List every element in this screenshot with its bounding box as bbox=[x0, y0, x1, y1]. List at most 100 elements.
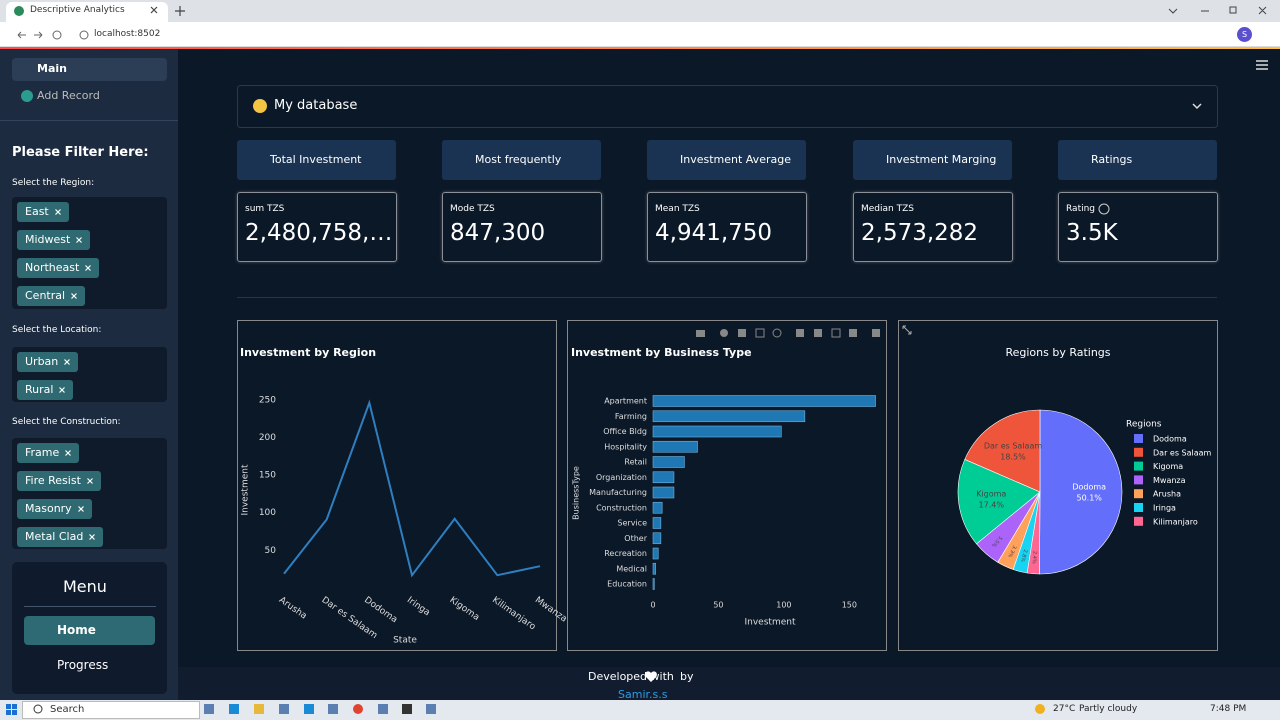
pie-slice bbox=[997, 491, 1041, 570]
legend-swatch bbox=[1134, 447, 1143, 457]
card-header-text: Ratings bbox=[1091, 153, 1133, 166]
modebar bbox=[696, 328, 880, 338]
x-tick-label: Kilimanjaro bbox=[490, 595, 537, 632]
pie-slice bbox=[976, 491, 1041, 563]
nav-item[interactable]: Add Record bbox=[37, 89, 100, 102]
slice-label: 2.4% bbox=[1031, 551, 1038, 564]
filter-label: Select the Construction: bbox=[12, 417, 121, 427]
chart-title: Investment by Business Type bbox=[571, 346, 752, 359]
y-tick-label: Education bbox=[607, 580, 647, 589]
tag-remove[interactable] bbox=[88, 533, 96, 541]
menu-divider bbox=[24, 606, 156, 607]
pie-slice bbox=[964, 409, 1041, 493]
tag-remove[interactable] bbox=[64, 449, 72, 457]
active-tab[interactable] bbox=[6, 2, 168, 22]
profile-avatar[interactable]: S bbox=[1237, 27, 1252, 42]
expander-icon bbox=[253, 99, 267, 113]
metric-label: Mean TZS bbox=[655, 204, 700, 214]
metric-box bbox=[237, 192, 397, 262]
bar bbox=[652, 532, 662, 545]
tag-x bbox=[77, 506, 84, 512]
metric-value: 2,573,282 bbox=[861, 220, 979, 246]
card-header-text: Total Investment bbox=[270, 153, 362, 166]
expander[interactable] bbox=[237, 85, 1218, 128]
tag-remove[interactable] bbox=[70, 292, 78, 300]
tag[interactable]: Masonry bbox=[17, 499, 92, 519]
tag-remove[interactable] bbox=[54, 208, 62, 216]
tag[interactable]: Frame bbox=[17, 443, 80, 463]
tag[interactable]: Central bbox=[17, 286, 86, 306]
slice-label: 17.4% bbox=[979, 500, 1005, 509]
menu-item[interactable]: Progress bbox=[57, 658, 109, 672]
url[interactable]: localhost:8502 bbox=[94, 29, 161, 39]
legend-swatch bbox=[1134, 461, 1143, 471]
tag-x bbox=[89, 534, 96, 540]
address-bar bbox=[0, 22, 1280, 47]
x-tick-label: 100 bbox=[776, 601, 791, 610]
y-tick-label: Service bbox=[617, 519, 647, 528]
expander-title[interactable]: My database bbox=[274, 98, 358, 113]
metric-value: 4,941,750 bbox=[655, 220, 773, 246]
tag-remove[interactable] bbox=[75, 236, 83, 244]
card-header-text: Investment Marging bbox=[886, 153, 997, 166]
bar bbox=[652, 456, 685, 468]
tag-remove[interactable] bbox=[86, 477, 94, 485]
footer-band bbox=[178, 667, 1280, 700]
metric-box bbox=[442, 192, 602, 262]
tab-title: Descriptive Analytics bbox=[30, 5, 125, 15]
footer-by: by bbox=[680, 670, 694, 683]
metric-label: Median TZS bbox=[861, 204, 914, 214]
y-tick-label: Office Bldg bbox=[603, 427, 647, 436]
x-tick-label: Arusha bbox=[277, 595, 309, 621]
slice-label: 3.3% bbox=[1006, 544, 1017, 558]
legend-label: Iringa bbox=[1153, 504, 1176, 513]
tag-remove[interactable] bbox=[84, 264, 92, 272]
y-tick-label: Recreation bbox=[604, 549, 647, 558]
menu-home[interactable] bbox=[24, 616, 155, 645]
y-tick-label: Construction bbox=[596, 503, 647, 512]
x-tick-label: 150 bbox=[842, 601, 857, 610]
taskbar-search[interactable]: Search bbox=[50, 704, 85, 715]
bar bbox=[652, 578, 655, 590]
bar bbox=[652, 440, 698, 453]
tag-remove[interactable] bbox=[77, 505, 85, 513]
legend-swatch bbox=[1134, 434, 1143, 443]
nav-active-bg[interactable] bbox=[12, 58, 167, 81]
legend-label: Dar es Salaam bbox=[1153, 448, 1212, 457]
nav-item[interactable]: Main bbox=[37, 62, 67, 75]
tag[interactable]: Fire Resist bbox=[17, 471, 101, 491]
y-axis-label: BusinessType bbox=[572, 466, 581, 520]
tag[interactable]: Metal Clad bbox=[17, 527, 104, 547]
slice-label: 2.8% bbox=[1019, 549, 1028, 563]
y-tick-label: Retail bbox=[624, 458, 647, 467]
legend-label: Arusha bbox=[1153, 490, 1181, 499]
metric-value: 847,300 bbox=[450, 220, 546, 246]
tag-x bbox=[54, 209, 61, 215]
filter-label: Select the Region: bbox=[12, 178, 95, 188]
tag[interactable]: Urban bbox=[17, 352, 79, 372]
tag[interactable]: Midwest bbox=[17, 230, 91, 250]
x-axis-label: Investment bbox=[745, 618, 796, 628]
slice-label: 50.1% bbox=[1076, 494, 1102, 503]
taskbar-search-box[interactable] bbox=[22, 701, 200, 719]
bar bbox=[652, 486, 675, 499]
tag[interactable]: East bbox=[17, 202, 69, 222]
tag[interactable]: Northeast bbox=[17, 258, 100, 278]
card-header bbox=[237, 140, 396, 180]
chart-panel bbox=[237, 320, 557, 651]
tag[interactable]: Rural bbox=[17, 380, 74, 400]
footer-author[interactable]: Samir.s.s bbox=[618, 688, 668, 701]
chart-title: Regions by Ratings bbox=[1005, 346, 1110, 359]
y-tick-label: Hospitality bbox=[604, 442, 647, 451]
tag-x bbox=[59, 387, 66, 393]
tag-remove[interactable] bbox=[58, 386, 66, 394]
x-tick-label: 50 bbox=[713, 601, 723, 610]
tag-remove[interactable] bbox=[63, 358, 71, 366]
slice-name: Dodoma bbox=[1072, 483, 1106, 492]
legend-label: Kilimanjaro bbox=[1153, 517, 1198, 526]
y-tick-label: 100 bbox=[259, 508, 276, 518]
menu-item[interactable]: Home bbox=[57, 623, 96, 637]
legend-label: Kigoma bbox=[1153, 462, 1183, 471]
